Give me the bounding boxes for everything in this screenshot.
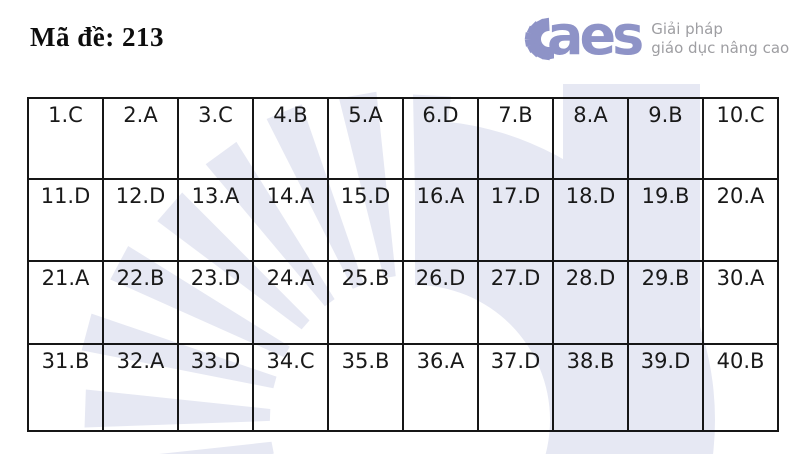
answer-cell: 5.A <box>327 97 404 180</box>
answer-cell: 11.D <box>27 178 104 262</box>
answer-cell: 39.D <box>627 343 704 432</box>
answer-cell: 2.A <box>102 97 179 180</box>
answer-cell: 27.D <box>477 260 554 345</box>
answer-cell: 31.B <box>27 343 104 432</box>
answer-cell: 14.A <box>252 178 329 262</box>
answer-cell: 38.B <box>552 343 629 432</box>
answer-cell: 1.C <box>27 97 104 180</box>
answer-cell: 25.B <box>327 260 404 345</box>
answer-cell: 19.B <box>627 178 704 262</box>
table-row: 31.B 32.A 33.D 34.C 35.B 36.A 37.D 38.B 39.D 40.B <box>27 343 779 432</box>
answer-cell: 4.B <box>252 97 329 180</box>
answer-cell: 37.D <box>477 343 554 432</box>
answer-cell: 7.B <box>477 97 554 180</box>
answer-cell: 13.A <box>177 178 254 262</box>
table-row: 11.D 12.D 13.A 14.A 15.D 16.A 17.D 18.D 19.B 20.A <box>27 178 779 262</box>
answer-cell: 8.A <box>552 97 629 180</box>
answer-cell: 9.B <box>627 97 704 180</box>
answer-cell: 23.D <box>177 260 254 345</box>
sunburst-icon <box>524 17 554 61</box>
answer-table: 1.C 2.A 3.C 4.B 5.A 6.D 7.B 8.A 9.B 10.C 11.D 12.D 1… <box>27 97 779 432</box>
answer-cell: 35.B <box>327 343 404 432</box>
aes-logo: aes Giải pháp giáo dục nâng cao <box>512 4 789 67</box>
answer-cell: 6.D <box>402 97 479 180</box>
answer-cell: 10.C <box>702 97 779 180</box>
answer-cell: 26.D <box>402 260 479 345</box>
answer-cell: 34.C <box>252 343 329 432</box>
answer-cell: 15.D <box>327 178 404 262</box>
answer-cell: 21.A <box>27 260 104 345</box>
tagline-line-2: giáo dục nâng cao <box>651 39 790 57</box>
answer-cell: 22.B <box>102 260 179 345</box>
tagline-line-1: Giải pháp <box>651 19 723 38</box>
answer-table-body: 1.C 2.A 3.C 4.B 5.A 6.D 7.B 8.A 9.B 10.C 11.D 12.D 1… <box>27 97 779 432</box>
answer-cell: 30.A <box>702 260 779 345</box>
answer-cell: 40.B <box>702 343 779 432</box>
answer-cell: 32.A <box>102 343 179 432</box>
answer-cell: 24.A <box>252 260 329 345</box>
answer-cell: 28.D <box>552 260 629 345</box>
table-row: 1.C 2.A 3.C 4.B 5.A 6.D 7.B 8.A 9.B 10.C <box>27 97 779 180</box>
answer-cell: 12.D <box>102 178 179 262</box>
table-row: 21.A 22.B 23.D 24.A 25.B 26.D 27.D 28.D 29.B 30.A <box>27 260 779 345</box>
answer-cell: 20.A <box>702 178 779 262</box>
answer-cell: 17.D <box>477 178 554 262</box>
answer-cell: 29.B <box>627 260 704 345</box>
answer-cell: 16.A <box>402 178 479 262</box>
answer-cell: 36.A <box>402 343 479 432</box>
brand-tagline: Giải pháp giáo dục nâng cao <box>651 20 789 59</box>
answer-cell: 18.D <box>552 178 629 262</box>
brand-wordmark: aes <box>547 4 644 67</box>
answer-cell: 33.D <box>177 343 254 432</box>
answer-cell: 3.C <box>177 97 254 180</box>
page-title: Mã đề: 213 <box>30 22 164 52</box>
